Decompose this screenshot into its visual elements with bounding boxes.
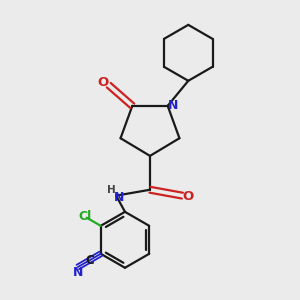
Text: H: H bbox=[107, 185, 116, 195]
Text: O: O bbox=[183, 190, 194, 203]
Text: N: N bbox=[73, 266, 83, 279]
Text: O: O bbox=[98, 76, 109, 89]
Text: N: N bbox=[168, 99, 178, 112]
Text: Cl: Cl bbox=[79, 210, 92, 223]
Text: N: N bbox=[114, 190, 124, 204]
Text: C: C bbox=[85, 254, 94, 267]
